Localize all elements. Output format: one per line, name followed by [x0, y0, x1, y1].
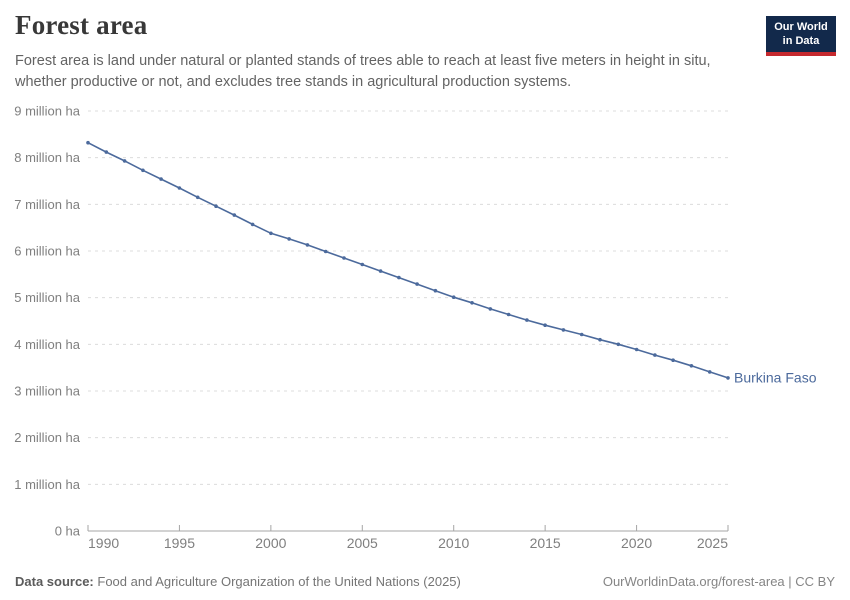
data-point[interactable] — [726, 376, 730, 380]
y-axis-tick-label: 2 million ha — [14, 430, 81, 445]
data-point[interactable] — [214, 204, 218, 208]
y-axis-tick-label: 7 million ha — [14, 197, 81, 212]
data-point[interactable] — [707, 370, 712, 374]
data-point[interactable] — [634, 347, 639, 352]
data-point[interactable] — [488, 307, 493, 311]
data-line[interactable] — [87, 141, 729, 379]
chart-footer: Data source: Food and Agriculture Organi… — [15, 574, 835, 589]
x-axis-tick-label: 2015 — [530, 535, 561, 551]
x-axis-tick-label: 2005 — [347, 535, 378, 551]
data-point[interactable] — [305, 243, 310, 247]
x-axis-tick-label: 1990 — [88, 535, 119, 551]
data-point[interactable] — [195, 195, 200, 200]
data-source: Data source: Food and Agriculture Organi… — [15, 574, 461, 589]
data-point[interactable] — [342, 256, 346, 260]
data-point[interactable] — [506, 312, 511, 317]
data-point[interactable] — [415, 282, 419, 286]
x-axis-tick-label: 2025 — [697, 535, 728, 551]
data-point[interactable] — [250, 222, 255, 227]
data-point[interactable] — [232, 213, 237, 217]
y-axis-tick-label: 1 million ha — [14, 477, 81, 492]
data-point[interactable] — [104, 150, 109, 154]
y-axis-tick-label: 6 million ha — [14, 244, 81, 259]
owid-logo-line2: in Data — [782, 35, 820, 48]
y-axis-tick-label: 0 ha — [55, 524, 81, 539]
entity-label[interactable]: Burkina Faso — [734, 369, 817, 385]
data-point[interactable] — [689, 364, 694, 368]
y-axis-tick-label: 3 million ha — [14, 384, 81, 399]
x-axis-tick-label: 2020 — [621, 535, 652, 551]
data-point[interactable] — [451, 295, 456, 300]
page-title: Forest area — [15, 10, 148, 40]
chart-subtitle: Forest area is land under natural or pla… — [15, 53, 711, 91]
data-point[interactable] — [561, 328, 566, 332]
data-point[interactable] — [525, 318, 529, 322]
owid-logo-line1: Our World — [774, 21, 828, 33]
data-point[interactable] — [671, 358, 675, 363]
y-axis-tick-label: 4 million ha — [14, 337, 81, 352]
y-axis-tick-label: 8 million ha — [14, 150, 81, 165]
data-point[interactable] — [579, 332, 584, 337]
data-point[interactable] — [287, 237, 291, 241]
x-axis-tick-label: 2010 — [438, 535, 469, 551]
data-point[interactable] — [269, 231, 273, 236]
data-point[interactable] — [141, 168, 145, 173]
data-point[interactable] — [598, 337, 602, 342]
footer-citation-link[interactable]: OurWorldinData.org/forest-area | CC BY — [602, 574, 835, 589]
data-point[interactable] — [433, 288, 438, 293]
x-axis-tick-label: 2000 — [255, 535, 286, 551]
data-point[interactable] — [159, 177, 163, 181]
y-axis-tick-label: 9 million ha — [14, 104, 81, 119]
data-point[interactable] — [122, 159, 127, 163]
data-point[interactable] — [378, 269, 383, 273]
data-point[interactable] — [653, 353, 657, 357]
data-point[interactable] — [323, 249, 328, 254]
data-point[interactable] — [616, 342, 621, 347]
y-axis-tick-label: 5 million ha — [14, 290, 81, 305]
data-source-text: Food and Agriculture Organization of the… — [97, 574, 461, 589]
data-point[interactable] — [86, 140, 90, 145]
data-point[interactable] — [470, 301, 474, 305]
owid-logo[interactable]: Our World in Data — [766, 16, 836, 56]
data-point[interactable] — [177, 186, 182, 190]
data-source-label: Data source: — [15, 574, 94, 589]
data-point[interactable] — [397, 275, 401, 280]
x-axis-tick-label: 1995 — [164, 535, 195, 551]
data-point[interactable] — [543, 323, 547, 328]
data-point[interactable] — [360, 262, 365, 267]
